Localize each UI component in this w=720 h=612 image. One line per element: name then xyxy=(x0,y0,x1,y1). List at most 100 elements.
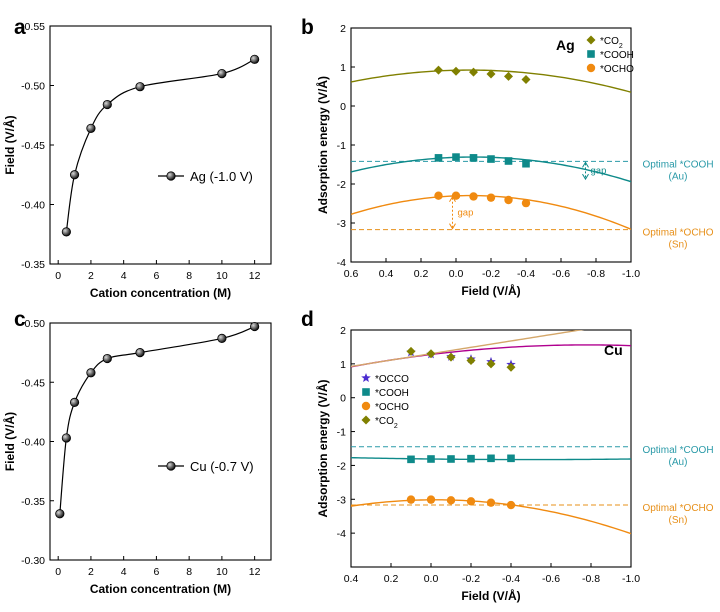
x-tick-label-a: 4 xyxy=(121,270,127,282)
legend-marker-d xyxy=(361,373,371,383)
data-point-b xyxy=(469,154,478,162)
data-point-d xyxy=(407,455,415,464)
data-point-b xyxy=(469,67,478,77)
legend-marker-d xyxy=(362,388,370,396)
data-point-b xyxy=(452,153,460,161)
data-point-d xyxy=(467,454,475,463)
data-point-b xyxy=(521,198,531,208)
chart-panel-b: 0.6 0.4 0.2 0.0 -0.2 -0.4 -0.6 -0.8 -1.0 -4 -3 -2 -1… xyxy=(315,23,714,298)
panel-letter-c: c xyxy=(14,308,26,331)
x-tick-label-c: 10 xyxy=(216,566,228,578)
data-point-d xyxy=(406,346,416,356)
y-tick-label-a: -0.45 xyxy=(21,140,45,152)
data-point-b xyxy=(451,191,461,200)
chart-panel-c: 0 2 4 6 8 10 12 -0.30 -0.35 -0.40 -0.45 -0.50 Cation… xyxy=(2,318,272,596)
y-tick-label-c: -0.35 xyxy=(21,496,45,508)
y-tick-label-d: -2 xyxy=(337,460,346,472)
legend-label-b: *CO2 xyxy=(600,36,623,50)
panel-letter-d: d xyxy=(301,308,314,331)
optimal-reference-label-b: Optimal *COOH xyxy=(642,159,713,170)
x-tick-label-d: -0.6 xyxy=(542,573,560,585)
plot-frame-b xyxy=(350,27,632,263)
y-tick-label-d: -4 xyxy=(337,528,346,540)
data-point-b xyxy=(486,69,496,79)
x-axis-label-b: Field (V/Å) xyxy=(461,283,520,298)
x-tick-label-a: 2 xyxy=(88,270,94,282)
data-point-a xyxy=(135,82,145,92)
legend-marker-b xyxy=(587,50,595,58)
data-point-b xyxy=(434,65,443,75)
data-point-c xyxy=(135,348,145,358)
data-point-c xyxy=(69,397,80,407)
x-tick-label-b: -0.6 xyxy=(552,268,570,280)
x-tick-label-b: 0.2 xyxy=(414,268,429,280)
optimal-reference-label-b: Optimal *OCHO xyxy=(642,228,713,239)
x-tick-label-b: 0.6 xyxy=(344,268,359,280)
legend-marker-d xyxy=(361,401,371,411)
legend-label-b: *OCHO xyxy=(600,64,634,75)
x-tick-label-c: 6 xyxy=(153,566,159,578)
optimal-reference-label-b: (Sn) xyxy=(669,240,688,251)
fit-curve-d xyxy=(351,330,585,368)
gap-arrowhead-b xyxy=(449,223,456,230)
gap-arrowhead-b xyxy=(449,195,456,202)
y-tick-label-a: -0.35 xyxy=(21,259,45,271)
x-tick-label-a: 10 xyxy=(216,270,228,282)
y-tick-label-b: -3 xyxy=(337,218,346,230)
x-axis-label-c: Cation concentration (M) xyxy=(90,582,231,596)
gap-label-b: gap xyxy=(458,208,474,219)
chart-panel-a: 0 2 4 6 8 10 12 -0.35 -0.40 -0.45 -0.50 -0.55 Cation… xyxy=(2,21,272,300)
data-point-a xyxy=(86,123,96,133)
y-tick-label-b: -2 xyxy=(337,179,346,191)
y-tick-label-d: -3 xyxy=(337,494,346,506)
data-point-b xyxy=(521,74,531,84)
legend-label-d: *OCCO xyxy=(375,374,409,385)
x-tick-label-c: 2 xyxy=(88,566,94,578)
optimal-reference-label-d: (Au) xyxy=(669,457,688,468)
data-point-a xyxy=(61,227,71,237)
data-point-d xyxy=(506,500,516,510)
x-tick-label-d: 0.2 xyxy=(384,573,399,585)
y-tick-label-b: -4 xyxy=(337,257,346,269)
data-point-b xyxy=(451,66,461,76)
x-tick-label-c: 4 xyxy=(121,566,127,578)
x-tick-label-d: 0.4 xyxy=(344,573,359,585)
panel-letter-a: a xyxy=(14,16,26,39)
y-tick-label-d: 2 xyxy=(340,325,346,337)
optimal-reference-label-b: (Au) xyxy=(669,171,688,182)
data-point-d xyxy=(426,495,436,504)
y-axis-label-b: Adsorption energy (V/Å) xyxy=(315,76,330,214)
data-point-d xyxy=(446,496,456,505)
y-tick-label-b: 2 xyxy=(340,23,346,35)
legend-label-b: *COOH xyxy=(600,50,634,61)
x-tick-label-b: -0.2 xyxy=(482,268,500,280)
x-tick-label-b: -0.8 xyxy=(587,268,605,280)
y-tick-label-b: 0 xyxy=(340,101,346,113)
x-tick-label-c: 0 xyxy=(55,566,61,578)
data-point-a xyxy=(69,170,80,180)
gap-label-b: gap xyxy=(591,166,607,177)
data-point-b xyxy=(504,195,513,205)
data-point-b xyxy=(486,193,496,202)
x-axis-label-d: Field (V/Å) xyxy=(461,588,520,603)
x-tick-label-a: 6 xyxy=(153,270,159,282)
legend-label-a: Ag (-1.0 V) xyxy=(190,169,253,184)
x-tick-label-b: 0.0 xyxy=(449,268,464,280)
data-point-b xyxy=(487,155,495,163)
data-point-a xyxy=(102,99,112,110)
metal-label-d: Cu xyxy=(604,342,623,358)
plot-frame-c xyxy=(49,322,272,561)
y-tick-label-d: 1 xyxy=(340,359,346,371)
data-point-d xyxy=(446,352,456,362)
y-tick-label-c: -0.30 xyxy=(21,555,45,567)
data-point-b xyxy=(469,192,478,201)
optimal-reference-label-d: Optimal *COOH xyxy=(642,445,713,456)
optimal-reference-label-d: Optimal *OCHO xyxy=(642,503,713,514)
legend-label-d: *CO2 xyxy=(375,416,398,430)
legend-marker-c xyxy=(166,461,176,471)
data-point-d xyxy=(507,454,515,463)
data-point-b xyxy=(522,159,530,168)
metal-label-b: Ag xyxy=(556,37,575,53)
x-tick-label-c: 8 xyxy=(186,566,192,578)
